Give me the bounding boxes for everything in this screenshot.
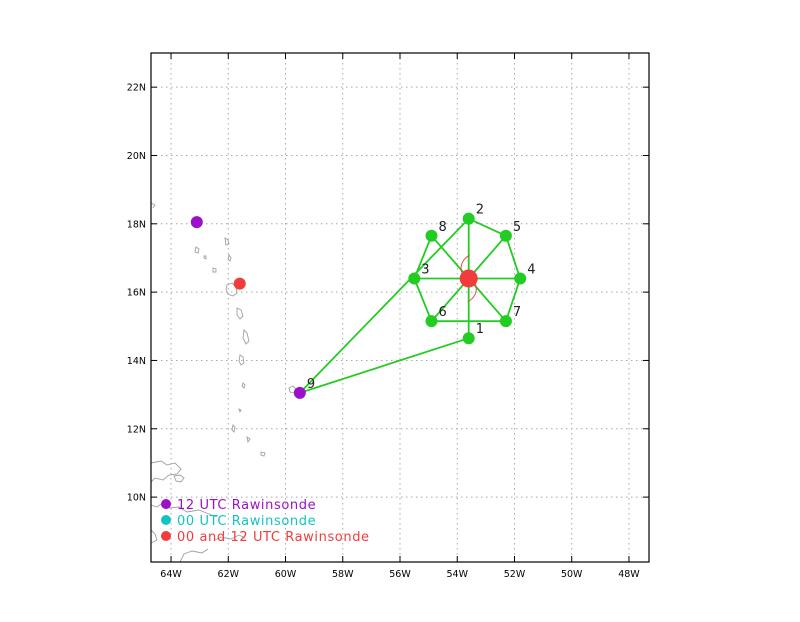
drop-point: [499, 229, 512, 242]
y-tick-label: 18N: [127, 219, 146, 230]
coastline: [151, 503, 218, 518]
drop-point-label: 7: [513, 305, 521, 320]
y-tick-label: 22N: [127, 83, 146, 94]
coastline: [236, 307, 244, 320]
drop-point: [425, 229, 438, 242]
drop-point: [514, 272, 527, 285]
grid-lines: [151, 53, 649, 562]
coastline: [151, 202, 156, 209]
coastline: [227, 253, 232, 262]
coastline: [260, 451, 266, 457]
station-label: 9: [307, 377, 315, 392]
coastline: [179, 548, 209, 562]
legend-label: 00 and 12 UTC Rawinsonde: [177, 530, 370, 545]
drop-points: 1 2 3 4 5 6 7 8: [408, 203, 535, 345]
storm-symbol-arc-bottom: [467, 284, 477, 302]
x-axis-ticks: 64W 62W 60W 58W 56W 54W 52W 50W 48W: [160, 53, 640, 580]
rawinsonde-station-both-utc: [233, 277, 246, 290]
x-tick-label: 50W: [561, 569, 583, 580]
coastline: [246, 436, 251, 444]
drop-point-label: 1: [476, 322, 484, 337]
drop-point-label: 3: [421, 262, 429, 277]
x-tick-label: 64W: [160, 569, 182, 580]
coastline: [224, 237, 230, 246]
coastline: [151, 529, 158, 544]
legend-label: 12 UTC Rawinsonde: [177, 498, 316, 513]
legend-marker-00: [161, 515, 171, 525]
x-tick-label: 60W: [275, 569, 297, 580]
drop-point: [408, 272, 421, 285]
coastline: [238, 408, 242, 414]
x-tick-label: 52W: [504, 569, 526, 580]
coastline: [214, 534, 246, 541]
drop-point-label: 6: [438, 305, 446, 320]
coastline: [173, 474, 185, 483]
coastline: [231, 424, 236, 433]
rawinsonde-station-12-utc: [293, 386, 306, 399]
x-tick-label: 62W: [218, 569, 240, 580]
y-axis-ticks: 10N 12N 14N 16N 18N 20N 22N: [127, 83, 649, 504]
coastline: [203, 255, 207, 260]
drop-point: [499, 315, 512, 328]
coastlines: [151, 202, 297, 562]
drop-point-label: 4: [527, 262, 535, 277]
legend-label: 00 UTC Rawinsonde: [177, 514, 316, 529]
x-tick-label: 56W: [389, 569, 411, 580]
coastline: [241, 382, 246, 389]
storm-symbol-arc-top: [460, 255, 470, 273]
legend-marker-both: [161, 531, 171, 541]
drop-point-label: 2: [476, 203, 484, 218]
y-tick-label: 10N: [127, 493, 146, 504]
x-tick-label: 58W: [332, 569, 354, 580]
coastline: [242, 329, 250, 345]
x-tick-label: 54W: [446, 569, 468, 580]
drop-point-label: 5: [513, 220, 521, 235]
legend-marker-12: [161, 499, 171, 509]
y-tick-label: 12N: [127, 424, 146, 435]
storm-center: [459, 255, 478, 302]
storm-center-marker: [459, 269, 478, 288]
y-tick-label: 20N: [127, 151, 146, 162]
rawinsonde-stations: 9: [190, 216, 315, 399]
drop-point-label: 8: [438, 220, 446, 235]
coastline: [194, 246, 200, 254]
coastline: [212, 267, 217, 273]
y-tick-label: 16N: [127, 288, 146, 299]
drop-point: [462, 332, 475, 345]
drop-point: [462, 212, 475, 225]
rawinsonde-station-12-utc: [190, 216, 203, 229]
y-tick-label: 14N: [127, 356, 146, 367]
coastline: [238, 354, 245, 366]
x-tick-label: 48W: [618, 569, 640, 580]
coastline: [225, 282, 238, 297]
drop-point: [425, 315, 438, 328]
coastline: [151, 460, 182, 483]
